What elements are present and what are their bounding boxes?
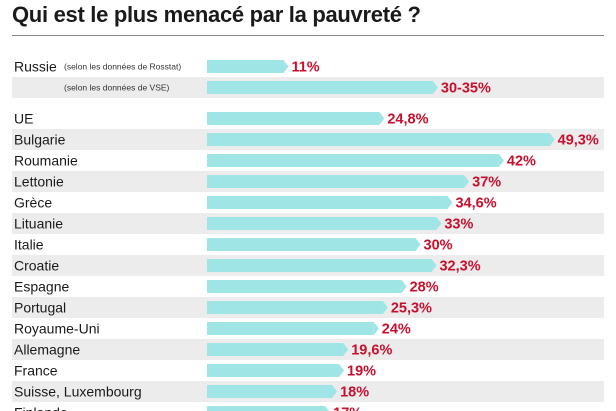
value-label: 25,3% <box>391 301 432 317</box>
row-label: Portugal <box>14 300 66 316</box>
bar-tip <box>373 322 379 335</box>
value-label: 30% <box>424 238 453 254</box>
row-label: UE <box>14 111 33 127</box>
bar <box>207 406 326 411</box>
value-label: 11% <box>291 60 319 76</box>
bar-tip <box>498 154 504 167</box>
bar <box>207 364 340 377</box>
row-label: France <box>14 363 58 379</box>
value-label: 28% <box>410 280 439 296</box>
bar <box>207 133 550 146</box>
row-label: Roumanie <box>14 153 78 169</box>
bar <box>207 154 499 167</box>
row-note: (selon les données de Rosstat) <box>64 62 181 72</box>
value-label: 17% <box>333 406 362 411</box>
row-label: Suisse, Luxembourg <box>14 384 142 400</box>
bar-tip <box>332 385 338 398</box>
bar-tip <box>343 343 349 356</box>
bar <box>207 301 383 314</box>
value-label: 49,3% <box>558 133 599 149</box>
bar-tip <box>401 280 407 293</box>
bar <box>207 322 374 335</box>
title-divider <box>12 35 604 36</box>
row-label: Royaume-Uni <box>14 321 100 337</box>
bar <box>207 60 284 73</box>
value-label: 30-35% <box>441 81 491 97</box>
row-label: Grèce <box>14 195 52 211</box>
value-label: 42% <box>507 154 536 170</box>
bar <box>207 81 433 94</box>
value-label: 18% <box>340 385 369 401</box>
value-label: 33% <box>444 217 473 233</box>
value-label: 32,3% <box>439 259 480 275</box>
bar-tip <box>415 238 421 251</box>
bar-tip <box>464 175 470 188</box>
row-label: Croatie <box>14 258 59 274</box>
value-label: 19% <box>347 364 376 380</box>
bar <box>207 343 344 356</box>
row-label: Lettonie <box>14 174 64 190</box>
bar <box>207 175 465 188</box>
bar <box>207 112 380 125</box>
bar-tip <box>325 406 329 411</box>
row-label: Allemagne <box>14 342 80 358</box>
bar <box>207 217 437 230</box>
bar <box>207 196 448 209</box>
row-label: Finlande <box>14 405 68 411</box>
bar-tip <box>549 133 555 146</box>
row-label: Italie <box>14 237 44 253</box>
value-label: 19,6% <box>351 343 392 359</box>
bar-tip <box>339 364 345 377</box>
value-label: 34,6% <box>455 196 496 212</box>
bar-tip <box>447 196 453 209</box>
row-note: (selon les données de VSE) <box>64 83 170 93</box>
chart-title: Qui est le plus menacé par la pauvreté ? <box>12 2 421 27</box>
row-label: Espagne <box>14 279 69 295</box>
bar <box>207 280 402 293</box>
row-label: Russie <box>14 59 57 75</box>
row-label: Bulgarie <box>14 132 66 148</box>
bar <box>207 259 432 272</box>
bar-tip <box>382 301 388 314</box>
value-label: 24% <box>382 322 411 338</box>
bar <box>207 385 333 398</box>
bar-tip <box>432 81 438 94</box>
value-label: 37% <box>472 175 501 191</box>
value-label: 24,8% <box>387 112 428 128</box>
row-label: Lituanie <box>14 216 63 232</box>
bar-tip <box>283 60 289 73</box>
bar-tip <box>431 259 437 272</box>
bar <box>207 238 416 251</box>
bar-tip <box>436 217 442 230</box>
bar-tip <box>379 112 385 125</box>
